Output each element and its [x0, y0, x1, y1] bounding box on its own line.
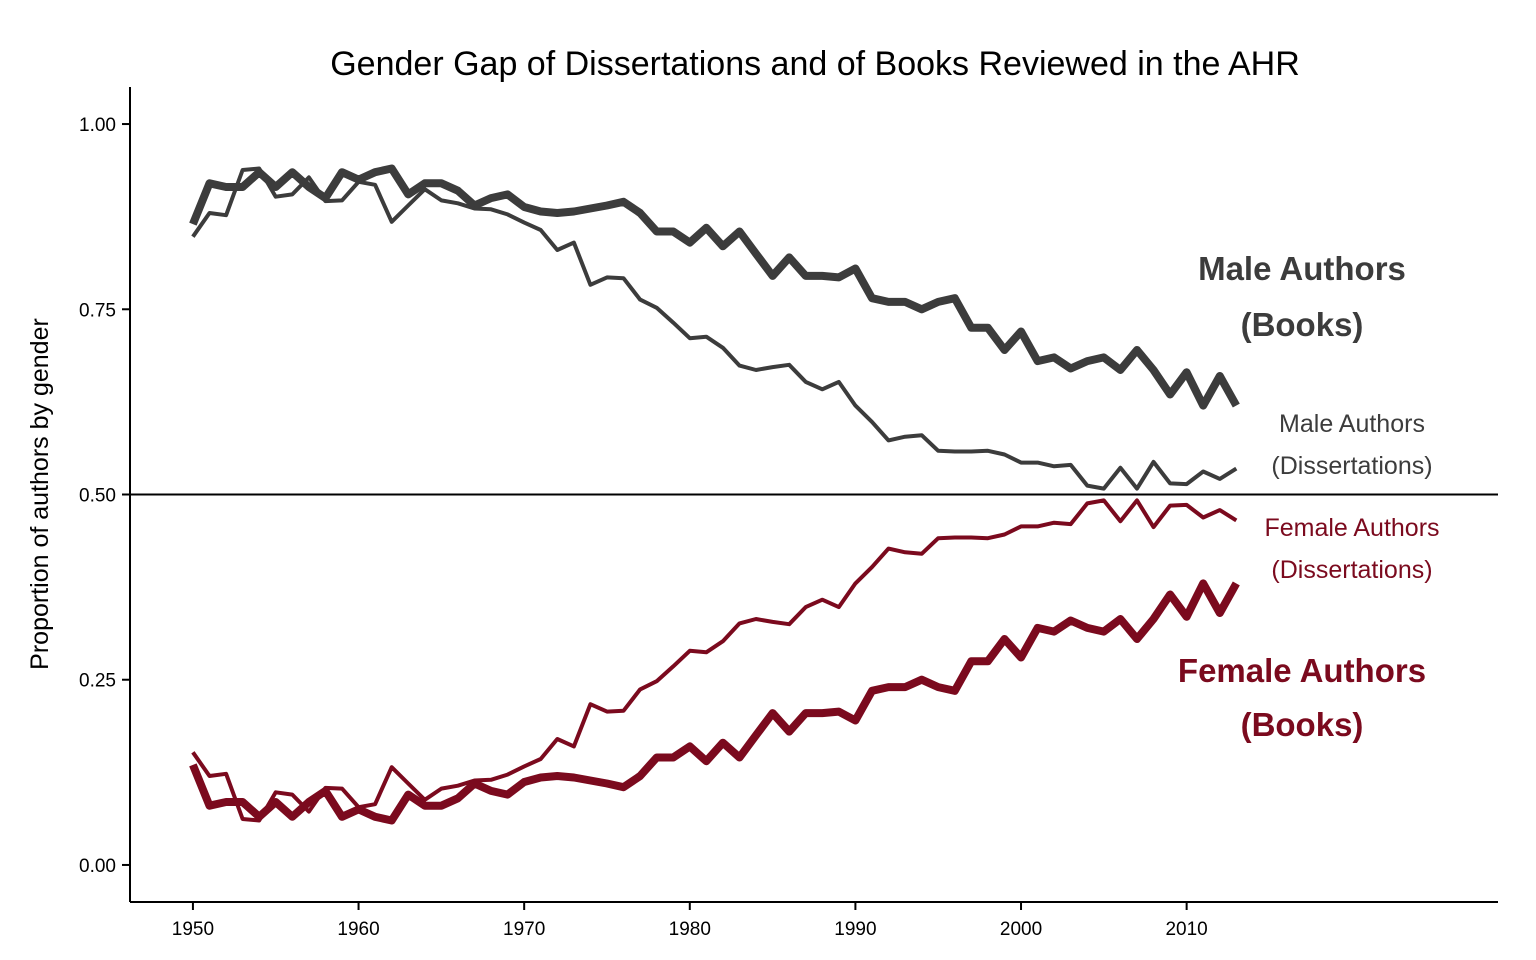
series-label-line: (Dissertations) — [1271, 452, 1432, 480]
chart-title: Gender Gap of Dissertations and of Books… — [330, 45, 1300, 83]
series-label-line: Male Authors — [1279, 410, 1425, 438]
series-label-line: (Books) — [1241, 306, 1364, 343]
series-line-male-authors-books — [189, 164, 1240, 410]
series-label-line: Male Authors — [1198, 250, 1406, 287]
series-line-female-authors-dissertations — [191, 498, 1238, 823]
y-tick-label: 0.25 — [79, 671, 116, 692]
series-label-line: Female Authors — [1264, 514, 1439, 542]
x-tick-label: 1960 — [337, 919, 379, 940]
y-axis-title: Proportion of authors by gender — [26, 318, 54, 670]
series-label-line: (Dissertations) — [1271, 556, 1432, 584]
series-line-male-authors-dissertations — [191, 166, 1238, 491]
series-labels: Male Authors (Books) Male Authors (Disserta… — [1178, 250, 1440, 743]
x-tick-label: 1970 — [503, 919, 545, 940]
y-tick-label: 0.00 — [79, 856, 116, 877]
plot-area — [130, 164, 1498, 825]
series-label-line: Female Authors — [1178, 652, 1426, 689]
y-tick-label: 1.00 — [79, 115, 116, 136]
x-tick-label: 2010 — [1165, 919, 1207, 940]
series-label-female-authors-books: Female Authors (Books) — [1178, 652, 1426, 743]
x-tick-label: 1950 — [172, 919, 214, 940]
x-tick-label: 1980 — [669, 919, 711, 940]
axes: 0.00 0.25 0.50 0.75 1.00 1950 1960 1970 1980 1990… — [79, 87, 1498, 940]
y-tick-label: 0.75 — [79, 300, 116, 321]
x-tick-label: 1990 — [834, 919, 876, 940]
series-label-male-authors-dissertations: Male Authors (Dissertations) — [1271, 410, 1432, 480]
series-line-female-authors-books — [189, 579, 1240, 825]
y-tick-label: 0.50 — [79, 486, 116, 507]
series-label-male-authors-books: Male Authors (Books) — [1198, 250, 1406, 343]
series-label-line: (Books) — [1241, 706, 1364, 743]
x-tick-label: 2000 — [1000, 919, 1042, 940]
series-label-female-authors-dissertations: Female Authors (Dissertations) — [1264, 514, 1439, 584]
